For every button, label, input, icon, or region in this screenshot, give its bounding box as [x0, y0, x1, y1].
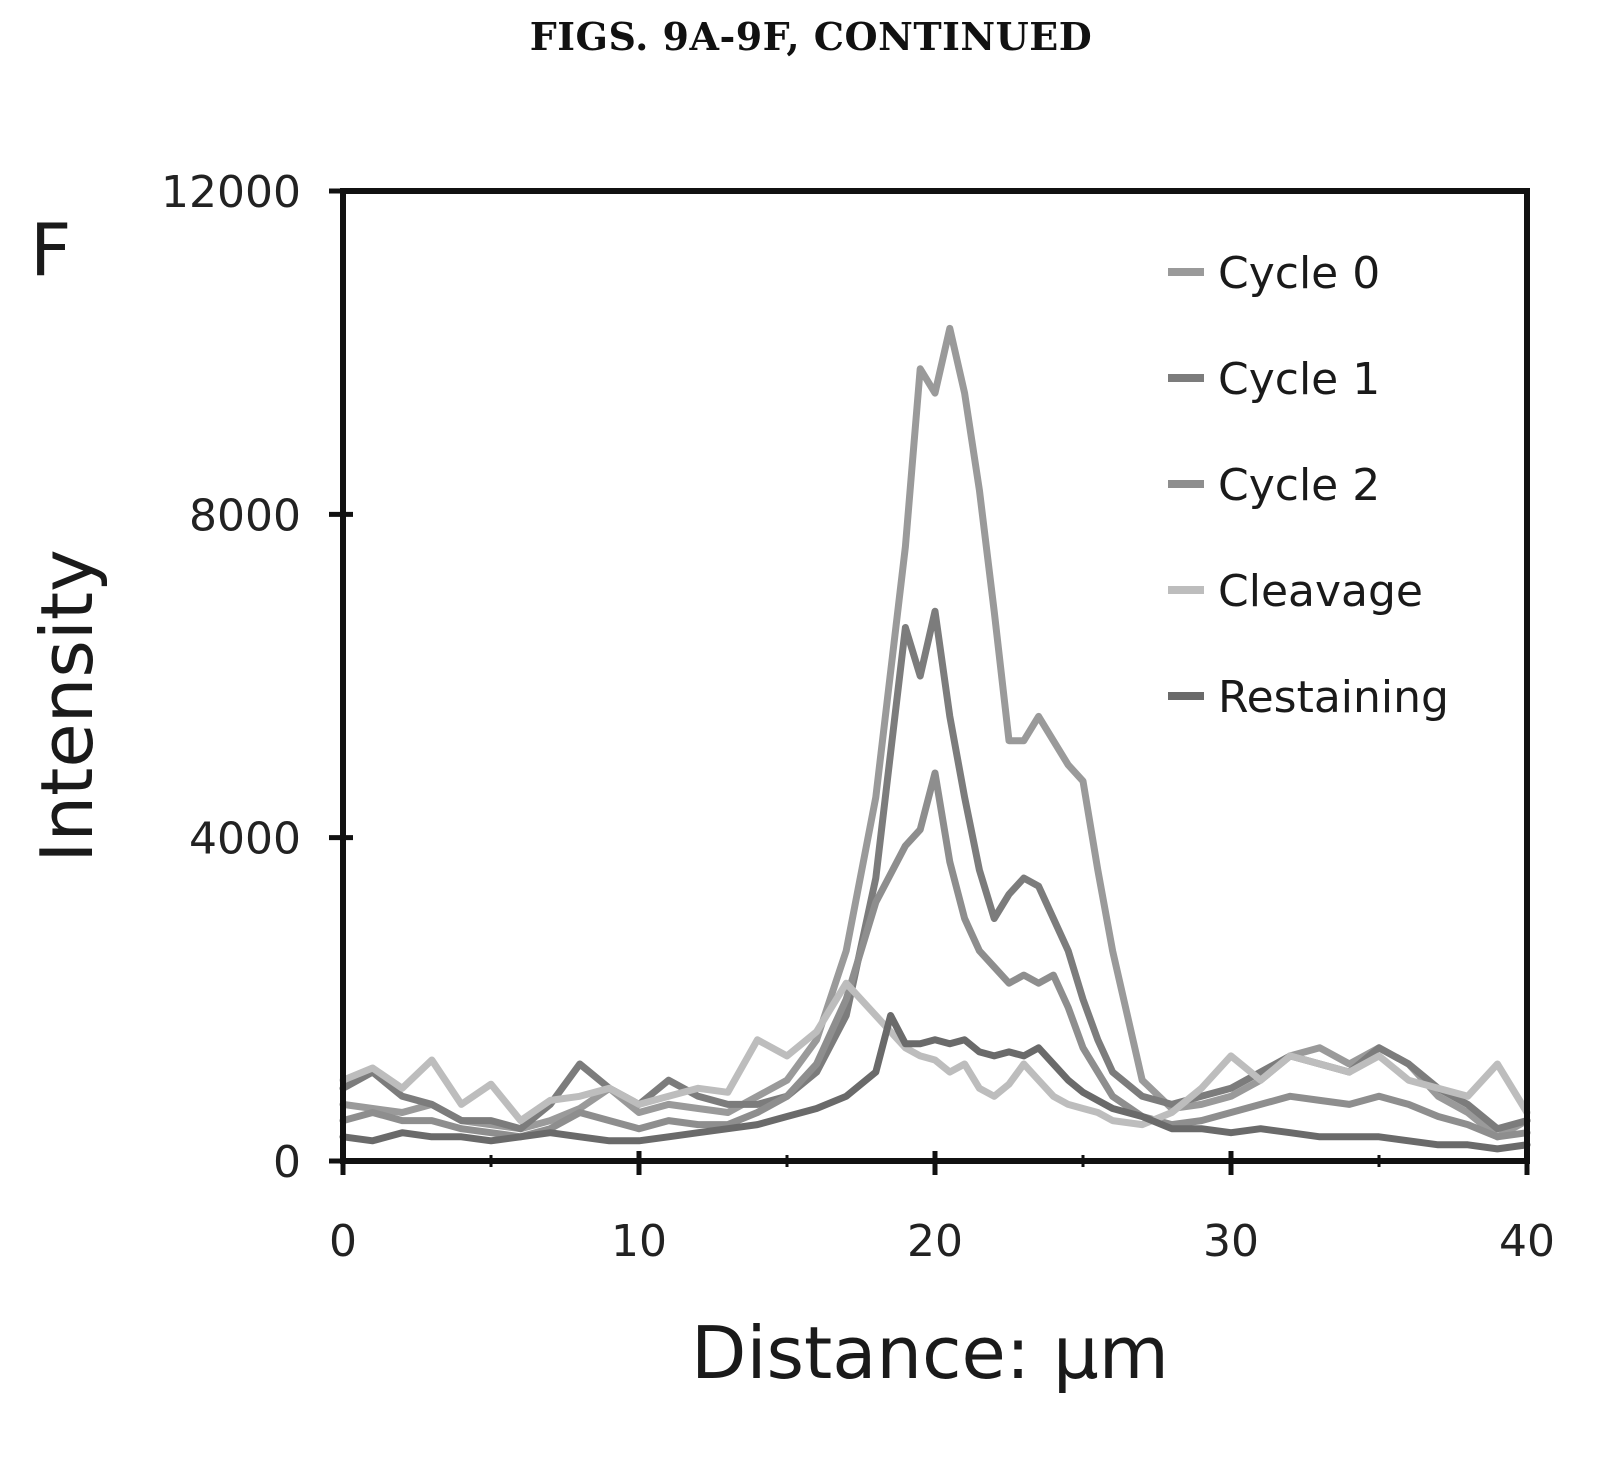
x-tick-label: 0 — [329, 1216, 357, 1267]
legend-label: Restaining — [1218, 672, 1449, 723]
series-layer — [339, 324, 1531, 1153]
x-tick-label: 30 — [1203, 1216, 1259, 1267]
y-tick-label: 12000 — [161, 167, 301, 218]
figure-header: FIGS. 9A-9F, CONTINUED — [529, 14, 1093, 59]
legend-label: Cycle 0 — [1218, 248, 1380, 299]
series-line-cycle-0 — [339, 324, 1531, 1141]
x-axis-title: Distance: μm — [691, 1311, 1169, 1395]
legend: Cycle 0 Cycle 1 Cycle 2 Cleavage Restaining — [1168, 248, 1449, 723]
legend-label: Cleavage — [1218, 566, 1423, 617]
legend-label: Cycle 2 — [1218, 460, 1380, 511]
legend-label: Cycle 1 — [1218, 354, 1380, 405]
x-tick-label: 40 — [1499, 1216, 1555, 1267]
series-line-cleavage — [339, 979, 1531, 1129]
series-line-cycle-2 — [339, 769, 1531, 1141]
series-line-restaining — [339, 1012, 1531, 1153]
tick-layer: 0 10 20 30 40 0 4000 8000 12000 — [161, 167, 1555, 1267]
y-tick-label: 8000 — [189, 490, 301, 541]
y-tick-label: 0 — [273, 1137, 301, 1188]
y-axis-title: Intensity — [25, 549, 109, 862]
panel-label: F — [30, 208, 71, 292]
y-tick-label: 4000 — [189, 814, 301, 865]
x-tick-label: 10 — [611, 1216, 667, 1267]
x-tick-label: 20 — [907, 1216, 963, 1267]
